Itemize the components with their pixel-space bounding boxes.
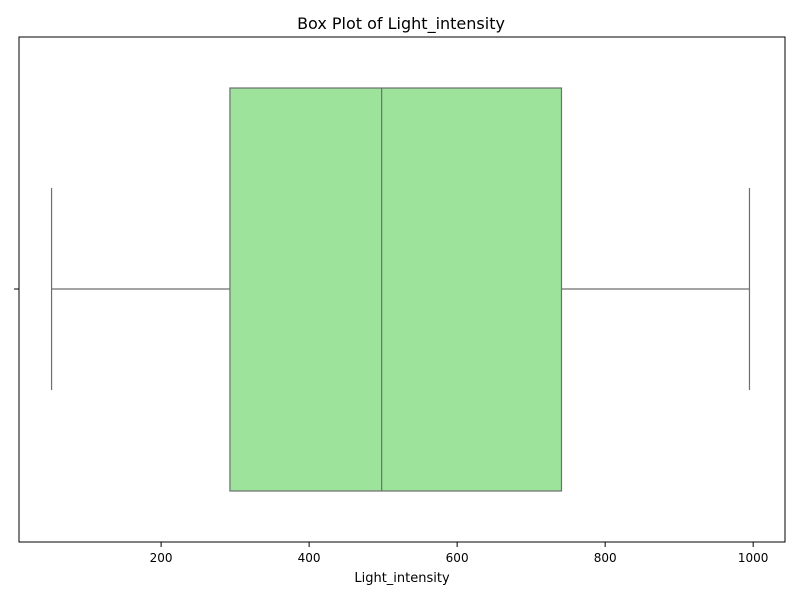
x-axis-label: Light_intensity — [354, 571, 450, 586]
x-tick-label: 400 — [298, 551, 321, 565]
chart-title: Box Plot of Light_intensity — [297, 14, 505, 34]
x-tick-label: 600 — [446, 551, 469, 565]
interquartile-box — [229, 87, 563, 492]
x-tick-label: 1000 — [738, 551, 769, 565]
x-axis-ticks: 200 400 600 800 1000 — [150, 542, 769, 565]
x-tick-label: 800 — [594, 551, 617, 565]
x-tick-label: 200 — [150, 551, 173, 565]
box-plot — [50, 87, 751, 492]
